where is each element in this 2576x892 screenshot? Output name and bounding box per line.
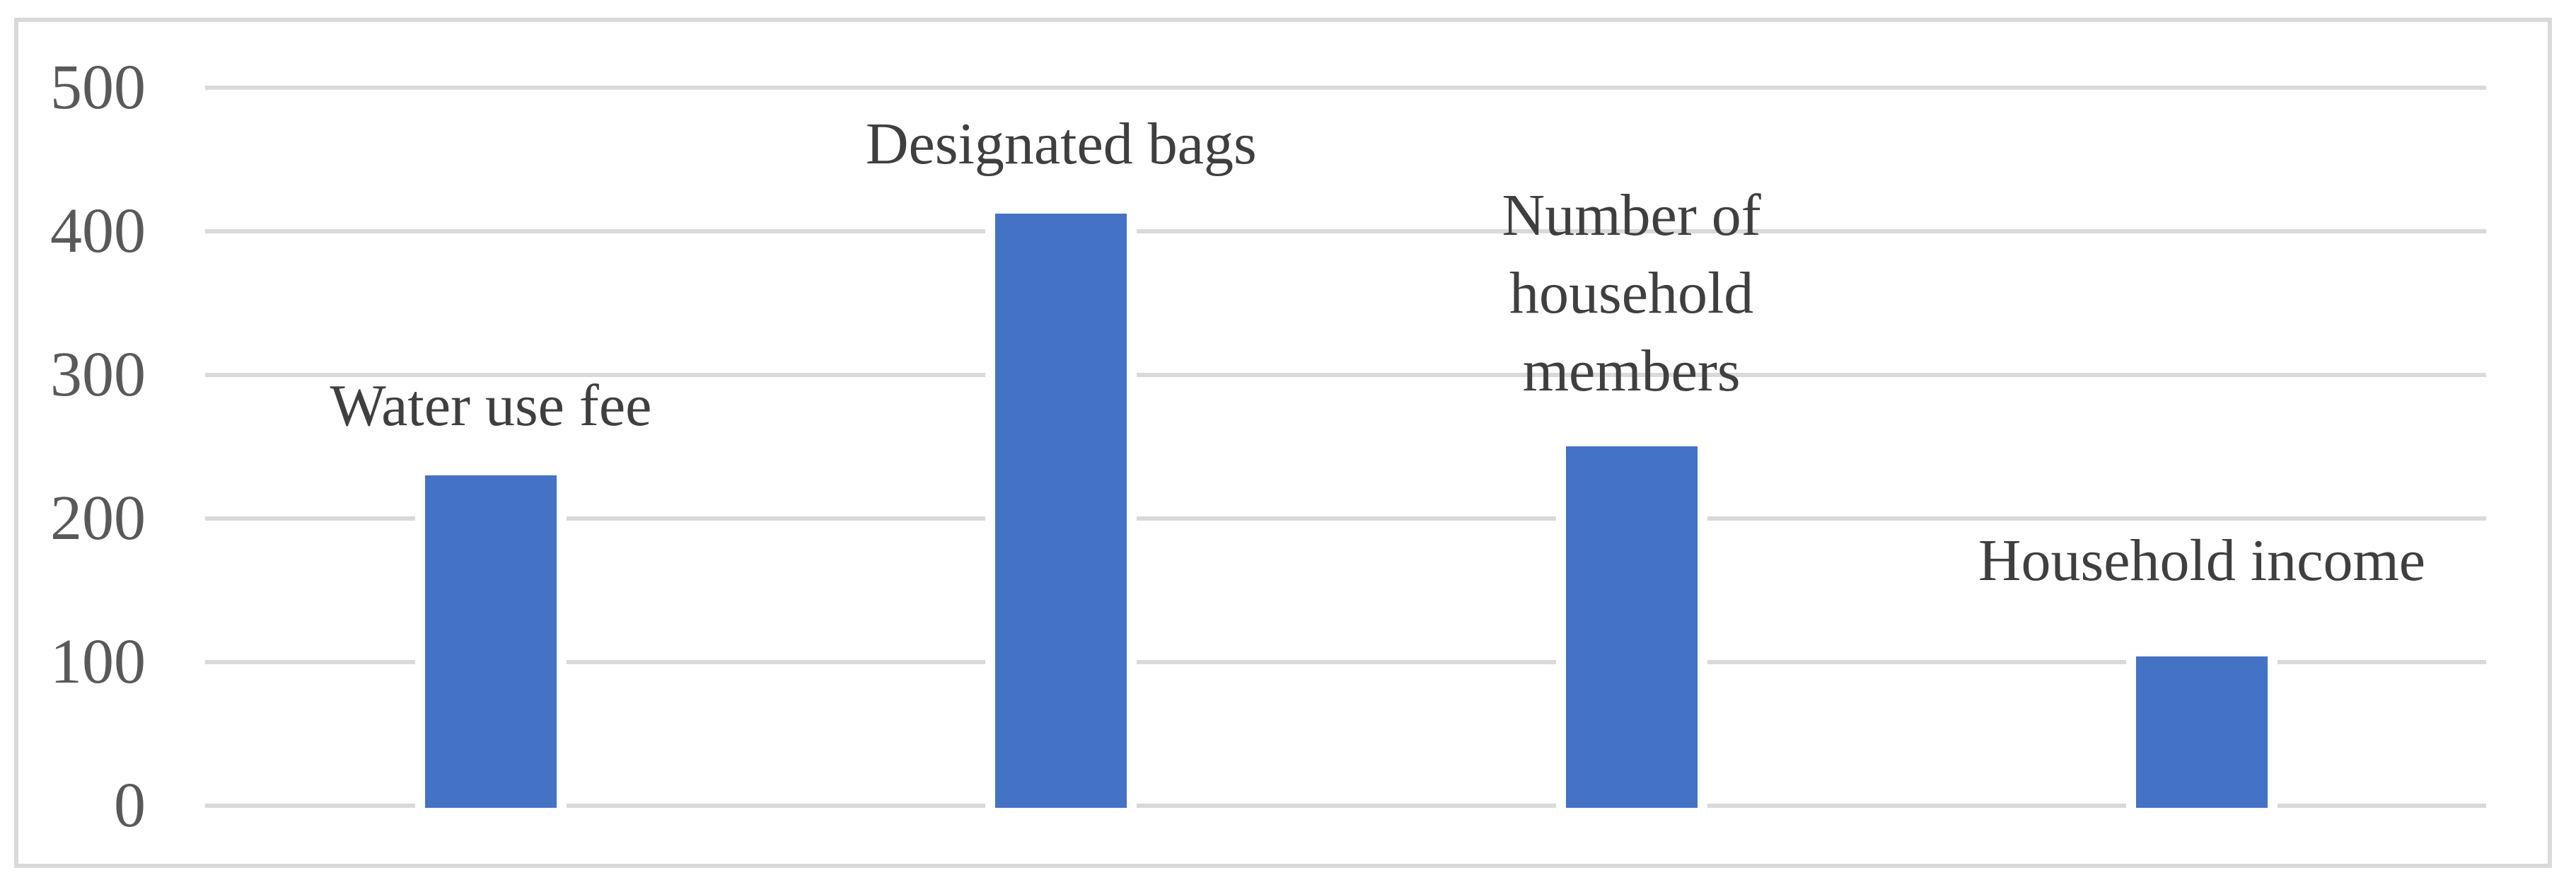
- y-tick-label-500: 500: [50, 52, 146, 122]
- y-tick-label-200: 200: [50, 482, 146, 553]
- y-tick-label-100: 100: [50, 626, 146, 697]
- y-tick-label-0: 0: [114, 770, 146, 840]
- gridline-500: [205, 85, 2486, 90]
- chart-frame: 0 100 200 300 400 500 Water use fee Designated…: [14, 18, 2552, 868]
- gridline-0: [205, 804, 2486, 808]
- bar-3: [1555, 446, 1707, 808]
- bar-label-4: Household income: [1978, 528, 2426, 593]
- y-tick-label-300: 300: [50, 339, 146, 410]
- bar-1: [415, 475, 567, 808]
- gridline-200: [205, 516, 2486, 521]
- gridline-100: [205, 659, 2486, 664]
- bar-4: [2125, 656, 2278, 808]
- gridline-300: [205, 372, 2486, 377]
- bar-label-1: Water use fee: [330, 373, 652, 439]
- bar-label-2: Designated bags: [865, 111, 1257, 177]
- gridline-400: [205, 228, 2486, 233]
- bar-2: [985, 214, 1137, 808]
- bar-label-3: Number of household members: [1502, 183, 1761, 404]
- y-tick-label-400: 400: [50, 195, 146, 266]
